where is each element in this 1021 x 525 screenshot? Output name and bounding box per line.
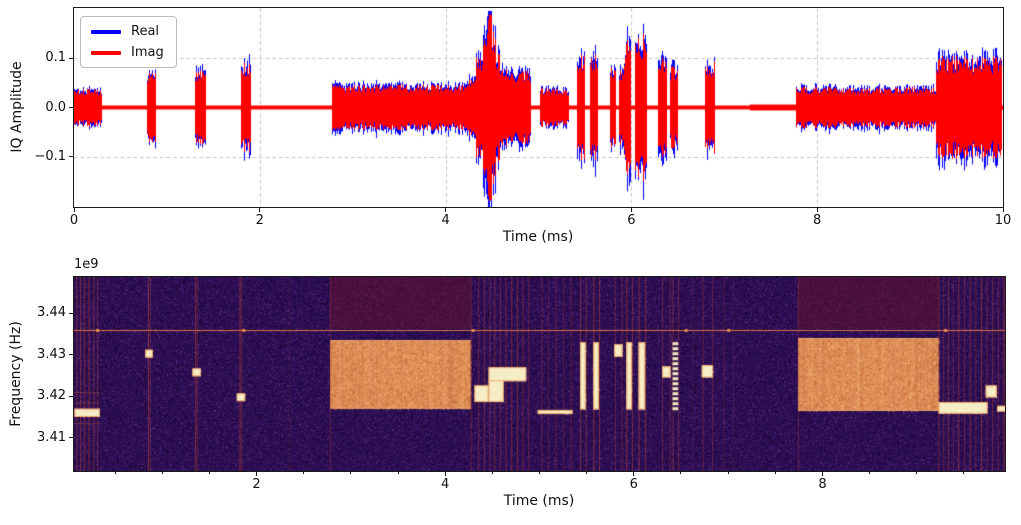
bottom-y-tick: [69, 437, 73, 439]
top-x-tick-label: 0: [69, 213, 79, 228]
top-x-tick: [445, 208, 447, 212]
iq-waveform-canvas: [74, 8, 1003, 207]
bottom-x-tick: [821, 472, 823, 476]
bottom-x-minor-tick: [869, 472, 871, 474]
bottom-x-minor-tick: [208, 472, 210, 474]
legend-label-imag: Imag: [131, 45, 164, 60]
bottom-y-tick: [69, 312, 73, 314]
top-x-tick-label: 6: [627, 213, 636, 228]
top-y-tick: [69, 57, 73, 59]
bottom-x-minor-tick: [491, 472, 493, 474]
bottom-axes: [73, 276, 1006, 472]
bottom-x-minor-tick: [586, 472, 588, 474]
bottom-x-minor-tick: [963, 472, 965, 474]
top-x-tick: [816, 208, 818, 212]
legend-line-real-icon: [91, 29, 121, 34]
top-x-tick-label: 4: [441, 213, 450, 228]
top-x-tick: [259, 208, 261, 212]
bottom-x-tick-label: 4: [441, 477, 450, 492]
top-y-tick-label: 0.0: [45, 99, 66, 115]
bottom-x-minor-tick: [680, 472, 682, 474]
top-x-tick-label: 2: [255, 213, 264, 228]
bottom-x-minor-tick: [114, 472, 116, 474]
bottom-x-minor-tick: [303, 472, 305, 474]
bottom-x-tick-label: 6: [629, 477, 638, 492]
bottom-y-tick: [69, 395, 73, 397]
top-x-tick: [1002, 208, 1004, 212]
bottom-x-minor-tick: [350, 472, 352, 474]
y-axis-offset-label: 1e9: [74, 257, 99, 272]
top-x-axis-label: Time (ms): [502, 229, 574, 245]
bottom-x-tick-label: 2: [252, 477, 261, 492]
bottom-x-tick: [633, 472, 635, 476]
top-y-tick-label: 0.1: [45, 50, 66, 66]
legend-item-imag: Imag: [91, 45, 164, 60]
legend: Real Imag: [80, 16, 177, 68]
bottom-x-minor-tick: [161, 472, 163, 474]
top-x-tick-label: 10: [994, 213, 1012, 228]
top-x-tick-label: 8: [813, 213, 822, 228]
legend-label-real: Real: [131, 24, 160, 39]
bottom-y-tick-label: 3.41: [37, 429, 66, 445]
bottom-y-tick-label: 3.42: [37, 388, 66, 404]
bottom-x-minor-tick: [539, 472, 540, 474]
top-x-tick: [630, 208, 632, 212]
bottom-x-tick-label: 8: [818, 477, 827, 492]
top-y-tick: [69, 156, 73, 157]
bottom-x-minor-tick: [727, 472, 729, 474]
bottom-y-tick: [69, 354, 73, 356]
bottom-y-tick-label: 3.44: [37, 305, 66, 321]
bottom-x-axis-label: Time (ms): [503, 493, 575, 509]
legend-line-imag-icon: [91, 50, 121, 55]
bottom-x-tick: [444, 472, 446, 476]
bottom-x-tick: [256, 472, 258, 476]
bottom-y-tick-label: 3.43: [37, 346, 66, 362]
spectrogram-canvas: [74, 277, 1005, 471]
legend-item-real: Real: [91, 24, 164, 39]
top-y-tick: [69, 107, 73, 108]
bottom-x-minor-tick: [397, 472, 399, 474]
top-axes: [73, 7, 1004, 208]
top-y-tick-label: −0.1: [34, 148, 66, 164]
bottom-x-minor-tick: [916, 472, 918, 474]
bottom-y-axis-label: Frequency (Hz): [8, 321, 24, 427]
bottom-x-minor-tick: [774, 472, 776, 474]
top-x-tick: [73, 208, 75, 212]
